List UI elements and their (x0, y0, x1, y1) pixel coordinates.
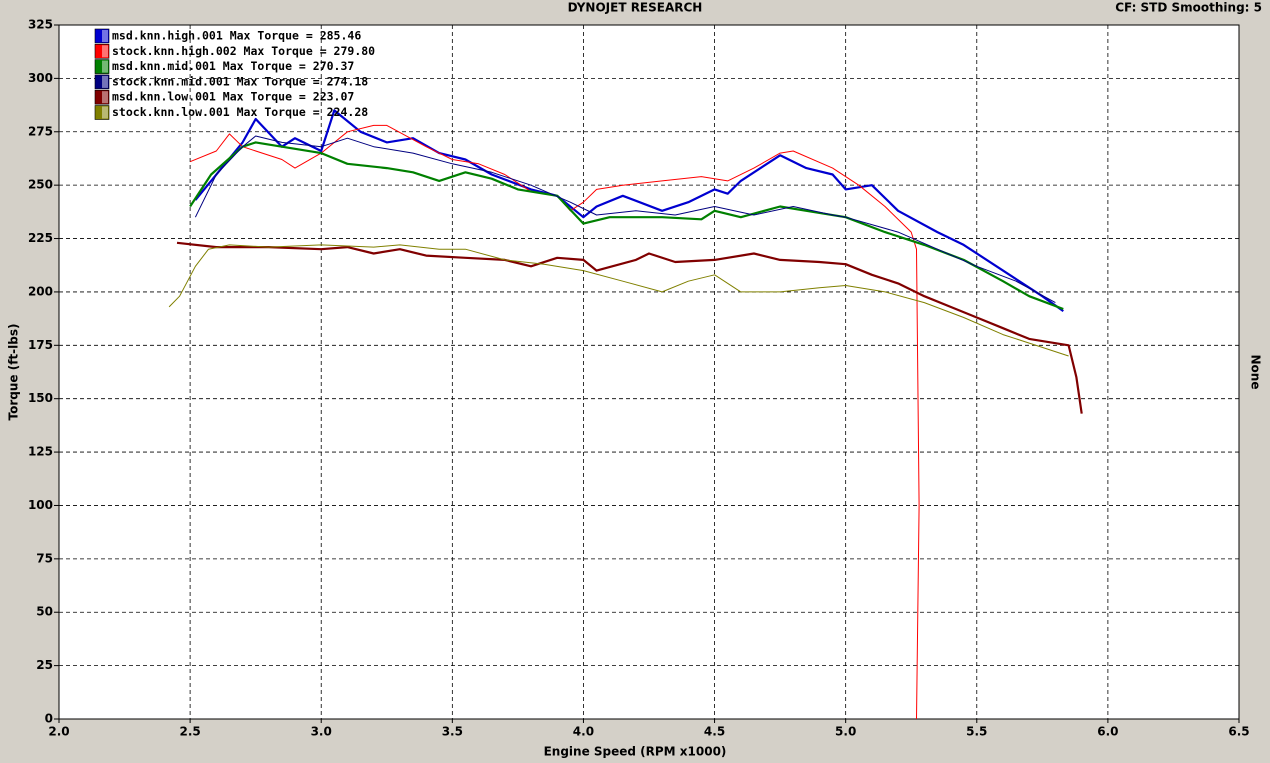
legend-label: stock.knn.high.002 Max Torque = 279.80 (112, 44, 375, 58)
y-tick-label: 250 (28, 178, 53, 192)
y-tick-label: 125 (28, 445, 53, 459)
lines (168, 109, 1083, 720)
legend-label: msd.knn.high.001 Max Torque = 285.46 (112, 29, 361, 43)
x-tick-label: 4.0 (573, 725, 594, 739)
x-tick-label: 6.5 (1228, 725, 1249, 739)
x-tick-label: 6.0 (1097, 725, 1118, 739)
legend-swatch (94, 89, 110, 105)
legend-label: msd.knn.low.001 Max Torque = 223.07 (112, 90, 354, 104)
series-line (194, 135, 1056, 304)
legend-swatch (94, 74, 110, 90)
legend: msd.knn.high.001 Max Torque = 285.46stoc… (94, 28, 375, 120)
y-tick-label: 225 (28, 231, 53, 245)
y-tick-label: 150 (28, 391, 53, 405)
legend-label: stock.knn.low.001 Max Torque = 224.28 (112, 105, 368, 119)
x-tick-label: 2.0 (48, 725, 69, 739)
y-tick-label: 0 (45, 712, 53, 726)
legend-swatch-shine (102, 75, 108, 88)
series-line (194, 109, 1064, 312)
legend-swatch (94, 105, 110, 120)
grid (54, 24, 1240, 723)
legend-swatch-shine (102, 60, 108, 73)
y-tick-label: 50 (36, 605, 53, 619)
legend-swatch-shine (102, 91, 108, 104)
series-line (176, 241, 1083, 414)
legend-swatch-shine (102, 106, 108, 119)
series-line (168, 244, 1069, 357)
y-tick-label: 100 (28, 498, 53, 512)
y-tick-label: 75 (36, 551, 53, 565)
legend-label: msd.knn.mid.001 Max Torque = 270.37 (112, 59, 354, 73)
chart-title: DYNOJET RESEARCH (568, 1, 703, 15)
y-tick-label: 275 (28, 124, 53, 138)
y-tick-label: 175 (28, 338, 53, 352)
plot-area (58, 24, 1240, 720)
x-tick-label: 5.5 (966, 725, 987, 739)
y-tick-label: 25 (36, 658, 53, 672)
legend-swatch-shine (102, 30, 108, 42)
series-line (189, 141, 1064, 311)
legend-swatch (94, 28, 110, 44)
y-tick-label: 300 (28, 71, 53, 85)
legend-label: stock.knn.mid.001 Max Torque = 274.18 (112, 74, 368, 88)
x-axis-label: Engine Speed (RPM x1000) (544, 745, 727, 759)
x-tick-label: 5.0 (835, 725, 856, 739)
legend-swatch (94, 59, 110, 74)
chart-subtitle: CF: STD Smoothing: 5 (1115, 1, 1262, 15)
y-axis-label: Torque (ft-lbs) (7, 324, 21, 421)
y-tick-label: 200 (28, 284, 53, 298)
side-label: None (1249, 355, 1263, 390)
x-tick-label: 3.5 (442, 725, 463, 739)
legend-swatch (94, 43, 110, 59)
legend-swatch-shine (102, 45, 108, 58)
x-tick-label: 2.5 (179, 725, 200, 739)
x-tick-label: 4.5 (704, 725, 725, 739)
y-tick-label: 325 (28, 18, 53, 32)
x-tick-label: 3.0 (311, 725, 332, 739)
